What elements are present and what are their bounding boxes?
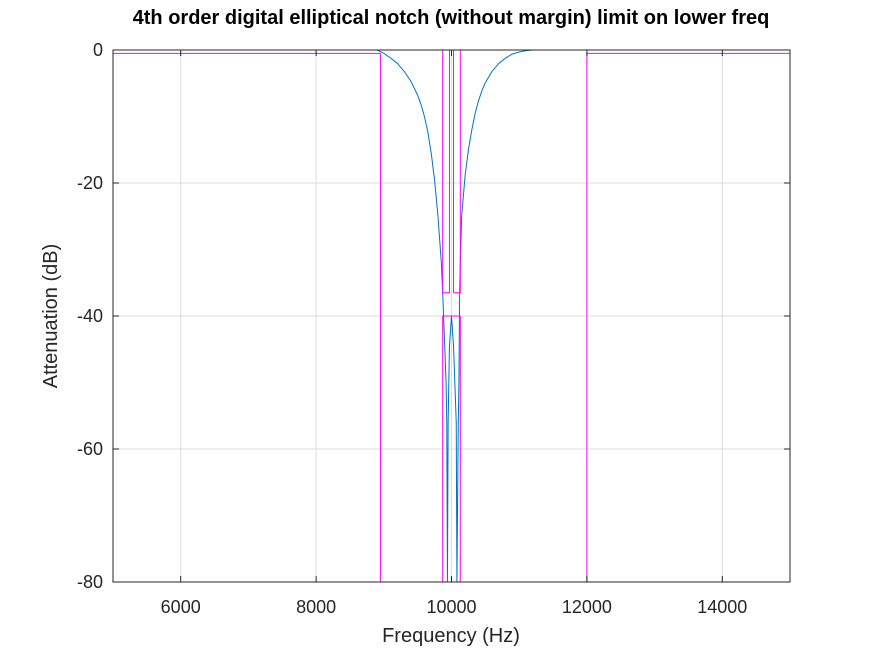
y-axis-label: Attenuation (dB) bbox=[40, 244, 62, 389]
ticks: 6000 8000 10000 12000 14000 0 -20 -40 -60 -80 bbox=[77, 40, 790, 617]
y-tick-label: -80 bbox=[77, 572, 103, 592]
series-response-line bbox=[113, 49, 790, 583]
x-tick-label: 8000 bbox=[296, 597, 336, 617]
chart-title: 4th order digital elliptical notch (with… bbox=[133, 7, 770, 29]
x-tick-label: 12000 bbox=[562, 597, 612, 617]
x-tick-label: 6000 bbox=[161, 597, 201, 617]
y-tick-label: -40 bbox=[77, 306, 103, 326]
y-tick-label: -60 bbox=[77, 439, 103, 459]
y-tick-label: 0 bbox=[93, 40, 103, 60]
y-tick-label: -20 bbox=[77, 173, 103, 193]
x-tick-label: 10000 bbox=[426, 597, 476, 617]
series-limit-line bbox=[113, 52, 790, 583]
x-axis-label: Frequency (Hz) bbox=[382, 625, 520, 647]
x-tick-label: 14000 bbox=[697, 597, 747, 617]
